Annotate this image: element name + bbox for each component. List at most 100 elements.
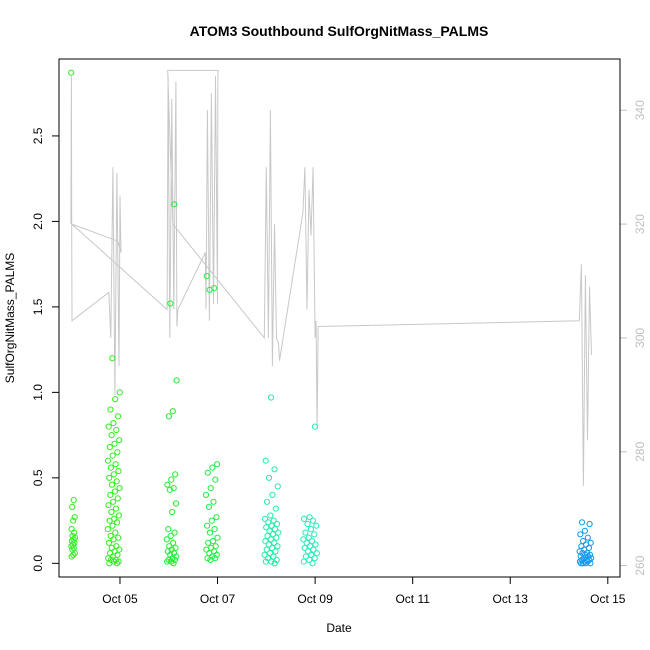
chart-title: ATOM3 Southbound SulfOrgNitMass_PALMS [190,23,489,39]
data-point [207,485,214,492]
data-point [263,524,270,531]
y2-tick-label: 260 [633,555,647,575]
data-point [214,461,221,468]
x-tick-label: Oct 09 [297,592,333,606]
data-point [269,491,276,498]
data-point [111,488,119,495]
data-point [110,498,117,505]
data-point [265,519,272,526]
data-point [302,529,309,536]
data-point [207,556,214,564]
data-point [271,466,278,473]
data-point [304,548,312,555]
x-tick-label: Oct 11 [395,592,430,606]
data-point [105,502,112,509]
data-point [106,517,113,524]
data-point [272,505,279,512]
y-tick-label: 2.0 [31,213,45,230]
data-point [116,437,123,444]
data-point [211,526,218,533]
data-point [107,406,114,413]
data-point [301,544,308,552]
data-point [275,529,282,536]
secondary-series-layer [70,69,592,486]
data-point [261,551,268,558]
x-tick-label: Oct 05 [102,592,138,606]
x-tick-label: Oct 15 [590,592,626,606]
data-point [270,553,277,560]
data-point [586,520,593,528]
data-point [105,423,112,430]
data-point [584,534,591,541]
y2-tick-label: 320 [633,214,647,234]
data-point [577,531,584,538]
data-point [115,558,122,565]
data-point [311,423,319,430]
data-point [309,538,316,545]
data-point [164,481,171,488]
data-point [579,560,587,567]
data-point [261,515,268,523]
data-point [205,539,212,546]
data-point [213,514,220,521]
data-point [109,522,116,529]
data-point [108,508,115,516]
data-point [210,498,217,505]
data-point [106,444,113,451]
data-point [70,551,77,558]
data-point [169,508,176,516]
data-point [273,534,280,541]
data-point [71,514,78,521]
data-point [114,519,121,526]
data-point [267,536,274,543]
data-point [272,548,279,555]
data-point [71,550,78,557]
data-point [111,440,118,447]
data-point [110,420,117,427]
y-tick-label: 0.5 [31,469,45,486]
y-tick-label: 1.0 [31,384,45,401]
data-point [204,522,211,529]
data-point [580,538,587,545]
data-point [107,464,115,471]
data-point [68,69,75,76]
data-point [108,432,115,439]
data-point [312,541,319,548]
data-point [262,538,269,545]
data-point [171,556,178,564]
data-point [300,536,307,543]
data-point [313,550,320,557]
secondary-series-line [70,69,592,486]
data-point [110,471,117,478]
data-point [208,517,215,524]
data-point [311,555,318,562]
data-point [268,394,275,401]
data-point [115,467,122,475]
data-point [203,273,210,280]
data-point [206,550,213,557]
data-point [271,526,279,533]
data-point [307,543,314,550]
data-point [300,558,307,565]
data-point [115,512,123,519]
data-point [262,457,269,464]
data-point [267,512,274,519]
data-point [114,495,121,502]
data-point [112,396,119,403]
data-point [106,550,114,557]
data-point [107,491,114,498]
data-point [265,474,273,481]
data-point [173,500,180,507]
data-point [206,286,213,293]
y2-tick-label: 340 [633,100,647,120]
data-point [274,483,281,490]
y2-tick-label: 280 [633,441,647,461]
data-point [274,543,281,550]
data-point [311,531,318,538]
data-point [168,476,175,483]
data-point [173,553,180,560]
data-point [116,485,123,492]
data-point [115,413,122,420]
data-point [270,517,277,524]
